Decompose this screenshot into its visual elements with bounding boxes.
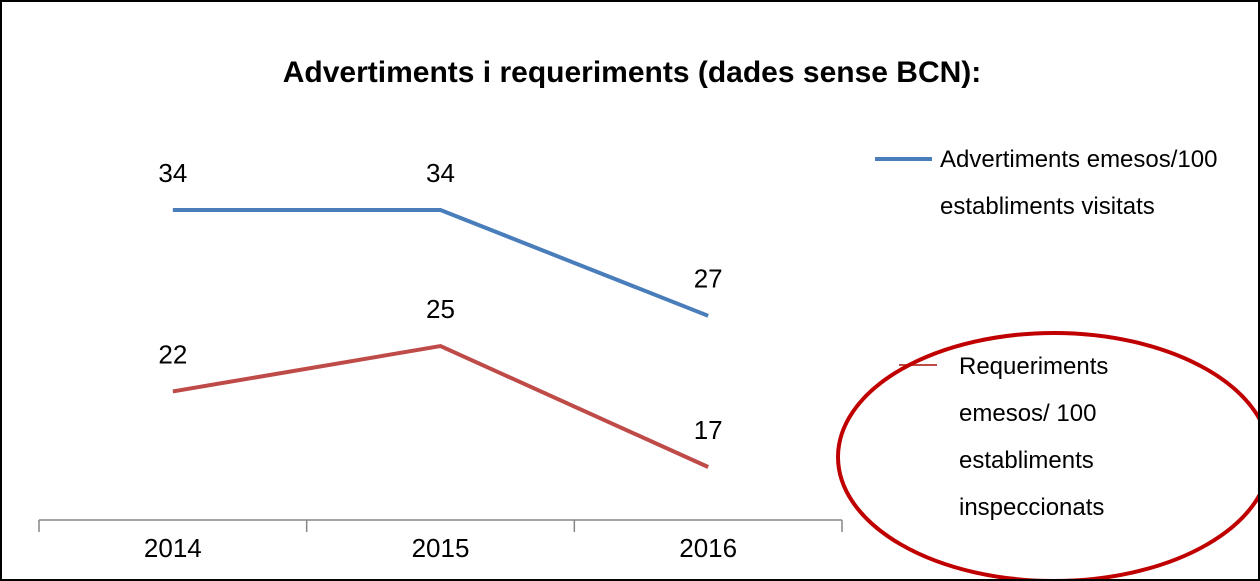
data-label: 17 xyxy=(694,415,723,445)
series-line xyxy=(172,343,709,469)
chart-title: Advertiments i requeriments (dades sense… xyxy=(283,56,982,89)
data-label: 34 xyxy=(426,158,455,188)
annotation-ellipse xyxy=(836,331,1258,579)
data-label: 34 xyxy=(158,158,187,188)
series-line xyxy=(172,208,709,318)
x-tick-label: 2015 xyxy=(412,533,470,563)
data-label: 27 xyxy=(694,264,723,294)
legend-label: Requeriments emesos/ 100 establiments in… xyxy=(959,353,1109,521)
data-label: 22 xyxy=(158,339,187,369)
legend-label: Advertiments emesos/100 establiments vis… xyxy=(940,146,1218,220)
data-label: 25 xyxy=(426,294,455,324)
x-tick-label: 2016 xyxy=(679,533,737,563)
x-tick-label: 2014 xyxy=(144,533,202,563)
